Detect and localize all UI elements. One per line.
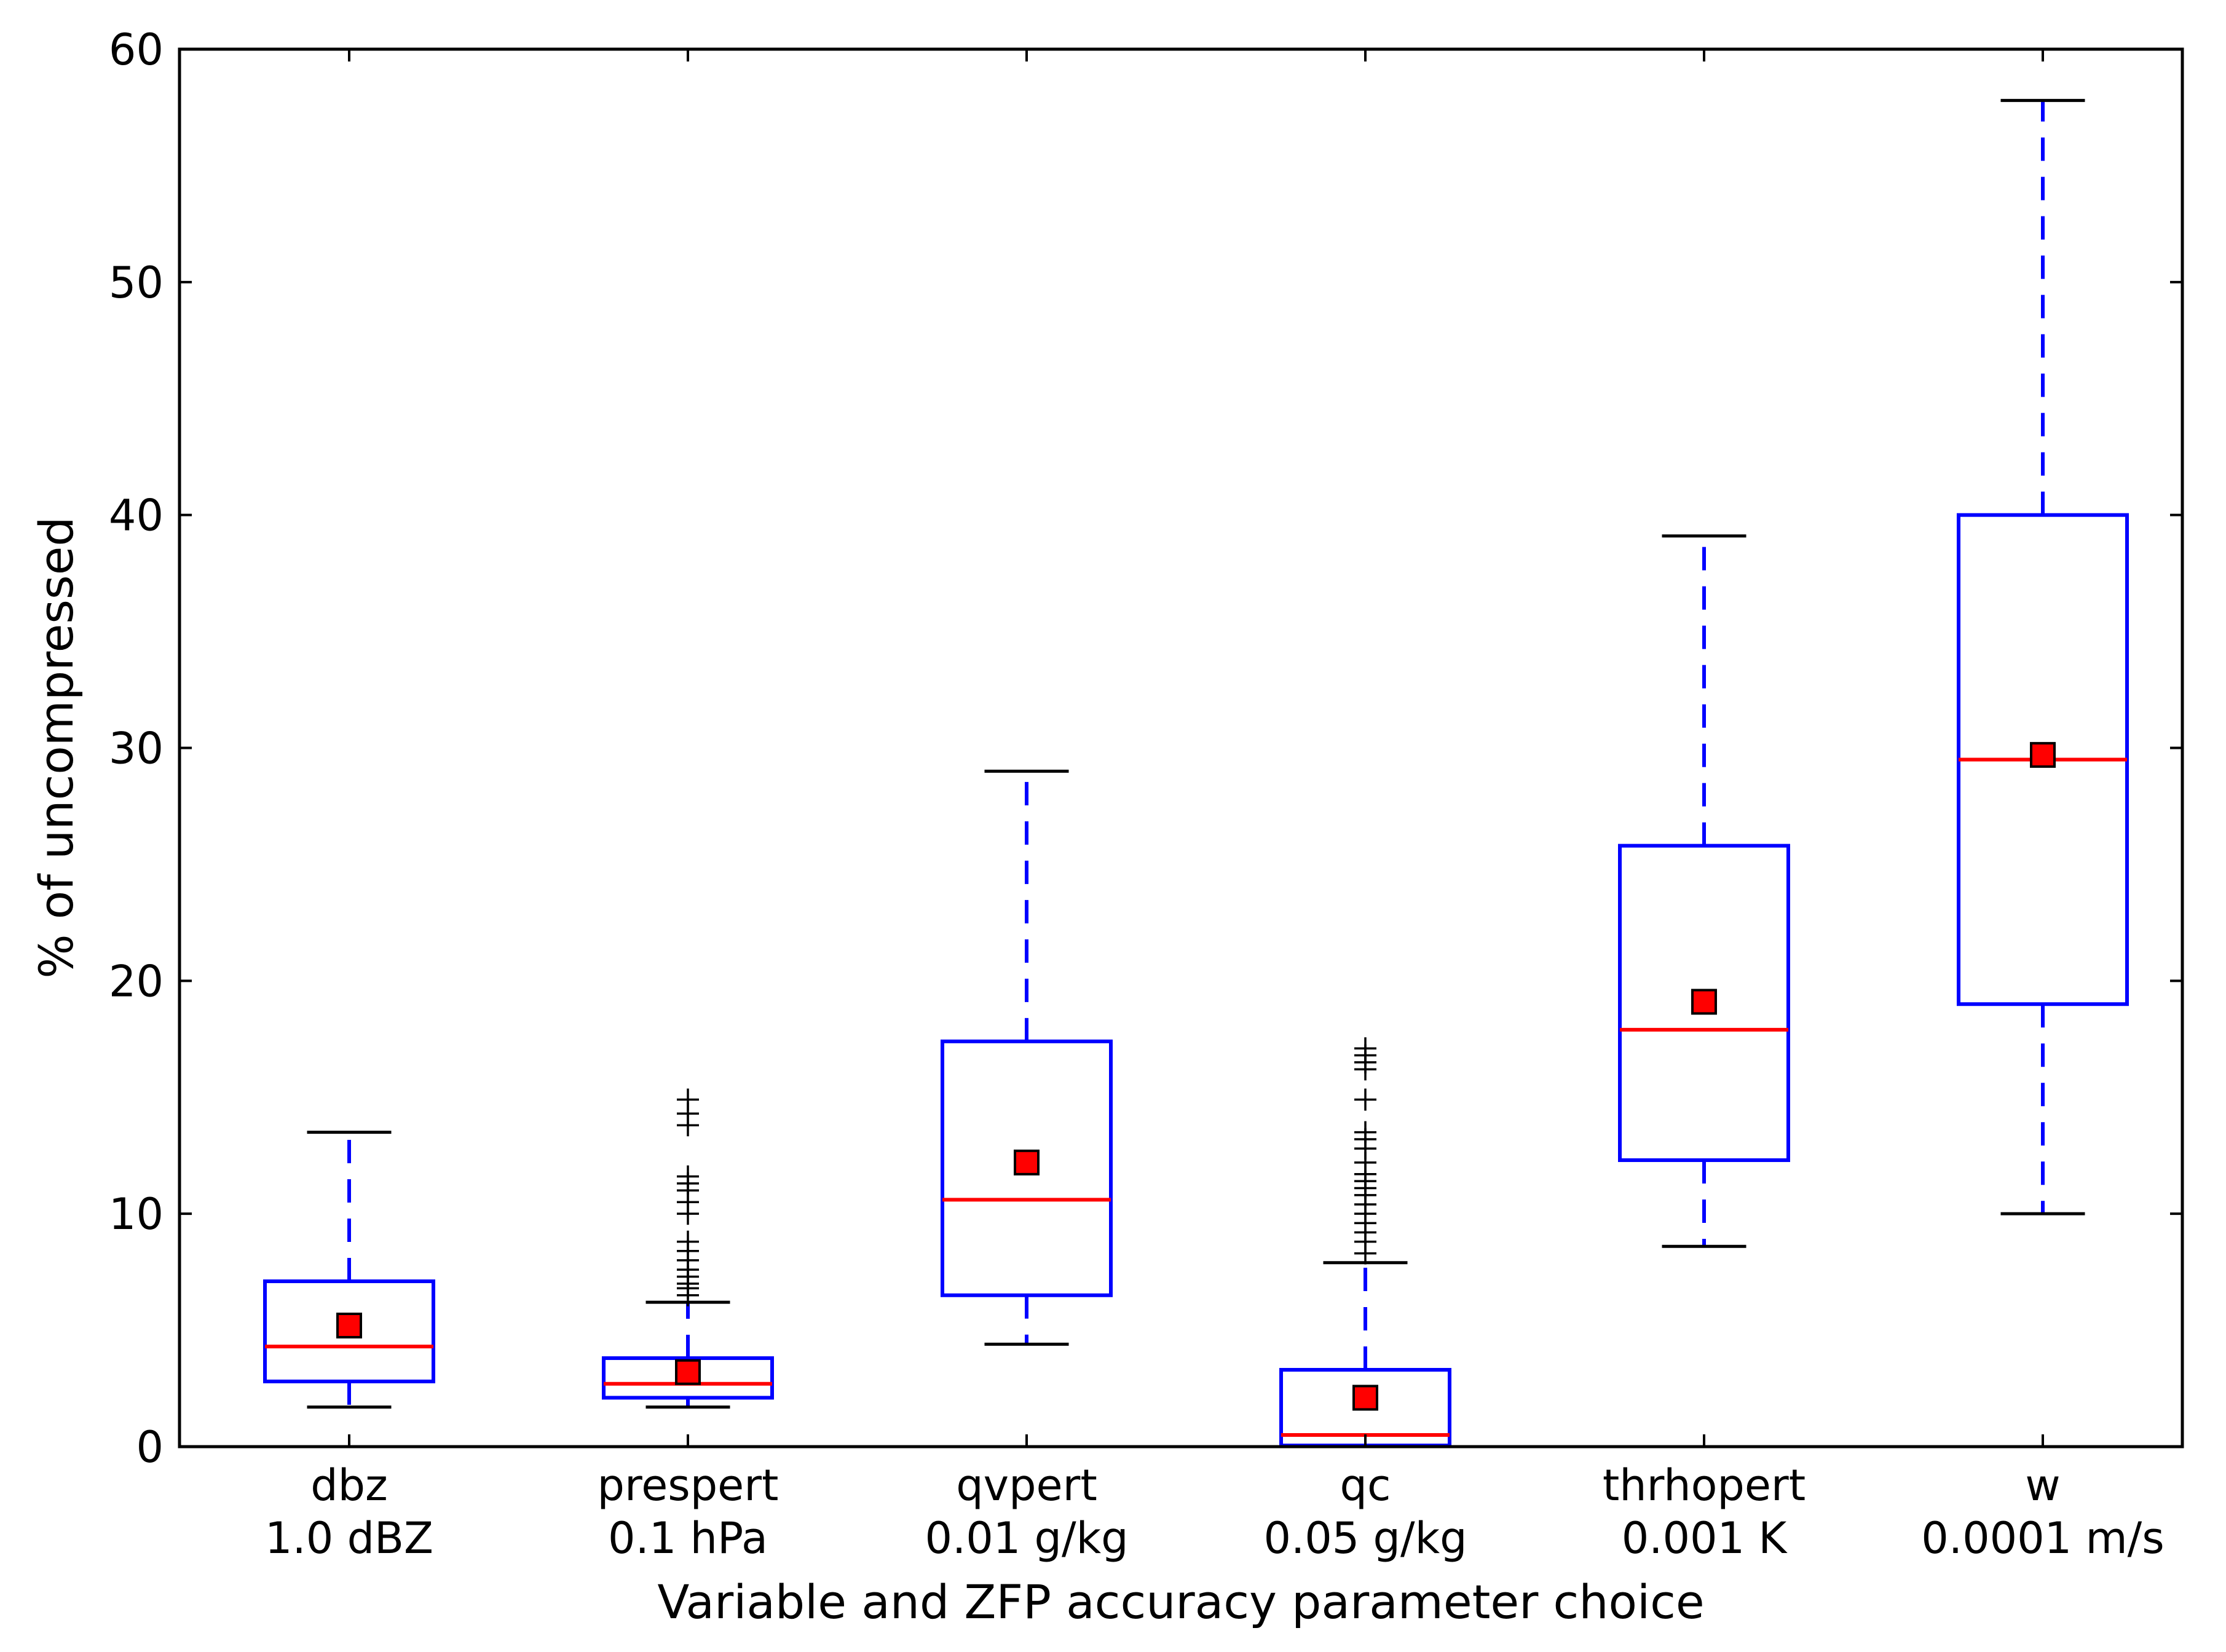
box-iqr [263,1279,435,1383]
flier-marker [1354,1088,1376,1111]
mean-marker [675,1359,701,1385]
y-tick-label: 50 [109,258,164,308]
flier-marker [1354,1037,1376,1060]
mean-marker [1014,1149,1040,1176]
mean-marker [336,1313,362,1339]
x-tick-label-variable: qc [1340,1460,1391,1511]
x-tick-label-variable: qvpert [956,1460,1097,1511]
y-axis-label: % of uncompressed [29,516,84,978]
y-tick-label: 40 [109,491,164,541]
x-tick-label-variable: w [2025,1460,2060,1511]
y-axis: 0 10 20 30 40 50 60 [109,25,2182,1472]
x-axis-label: Variable and ZFP accuracy parameter choi… [657,1575,1704,1629]
x-tick-label-parameter: 0.05 g/kg [1263,1513,1467,1563]
y-tick-label: 10 [109,1189,164,1239]
x-tick-label-variable: thrhopert [1603,1460,1806,1511]
y-tick-label: 30 [109,724,164,774]
chart-marks [263,98,2129,1448]
flier-marker [1354,1121,1376,1144]
x-tick-label-parameter: 0.1 hPa [608,1513,768,1563]
flier-marker [677,1230,699,1253]
flier-marker [677,1165,699,1188]
x-tick-label-parameter: 0.01 g/kg [925,1513,1128,1563]
x-tick-label-variable: dbz [310,1460,388,1511]
boxplot-w [1957,98,2129,1215]
mean-marker [1691,989,1717,1015]
boxplot-dbz [263,1131,435,1409]
y-tick-label: 0 [136,1422,164,1472]
flier-marker [677,1088,699,1111]
box-iqr [602,1356,774,1400]
x-tick-label-parameter: 0.0001 m/s [1921,1513,2164,1563]
boxplot-prespert [602,1088,774,1409]
x-tick-label-parameter: 1.0 dBZ [265,1513,433,1563]
y-tick-label: 60 [109,25,164,75]
boxplot-thrhopert [1618,534,1790,1248]
boxplot-qc [1279,1037,1451,1448]
mean-marker [1352,1385,1378,1411]
boxplot-qvpert [941,769,1113,1346]
x-tick-label-variable: prespert [598,1460,779,1511]
box-iqr [1618,844,1790,1163]
box-iqr [941,1039,1113,1297]
mean-marker [2030,741,2056,768]
plot-frame [178,47,2184,1448]
x-tick-label-parameter: 0.001 K [1622,1513,1788,1563]
y-tick-label: 20 [109,956,164,1006]
